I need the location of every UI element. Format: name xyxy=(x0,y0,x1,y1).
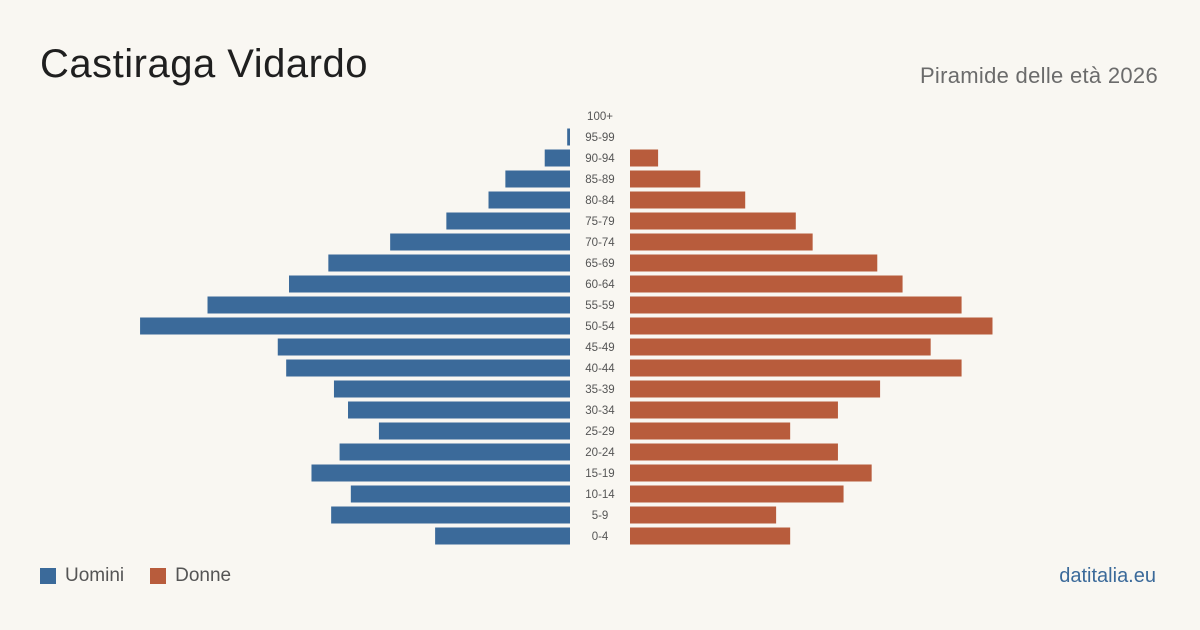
bar-men-80-84 xyxy=(488,191,570,209)
legend-item-women: Donne xyxy=(150,565,231,587)
age-label-90-94: 90-94 xyxy=(585,153,615,165)
bar-women-10-14 xyxy=(630,485,844,503)
bar-men-0-4 xyxy=(435,527,570,545)
bar-women-30-34 xyxy=(630,401,838,419)
bar-women-20-24 xyxy=(630,443,838,461)
bar-women-80-84 xyxy=(630,191,746,209)
bar-women-85-89 xyxy=(630,170,701,188)
age-label-35-39: 35-39 xyxy=(585,384,614,396)
age-label-20-24: 20-24 xyxy=(585,447,615,459)
bar-women-0-4 xyxy=(630,527,791,545)
legend-item-men: Uomini xyxy=(40,565,124,587)
bar-women-25-29 xyxy=(630,422,791,440)
source-link[interactable]: datitalia.eu xyxy=(1059,565,1156,587)
bar-men-45-49 xyxy=(277,338,570,356)
bar-women-65-69 xyxy=(630,254,878,272)
bar-women-5-9 xyxy=(630,506,777,524)
bar-women-70-74 xyxy=(630,233,813,251)
age-label-85-89: 85-89 xyxy=(585,174,614,186)
bar-women-60-64 xyxy=(630,275,903,293)
legend-label-women: Donne xyxy=(175,565,232,586)
bar-men-10-14 xyxy=(350,485,570,503)
bar-men-85-89 xyxy=(505,170,570,188)
bar-men-70-74 xyxy=(390,233,570,251)
age-label-50-54: 50-54 xyxy=(585,321,615,333)
bar-women-40-44 xyxy=(630,359,962,377)
age-label-45-49: 45-49 xyxy=(585,342,614,354)
age-label-75-79: 75-79 xyxy=(585,216,614,228)
bar-men-95-99 xyxy=(567,128,570,146)
bar-women-45-49 xyxy=(630,338,931,356)
bar-men-50-54 xyxy=(140,317,570,335)
bar-men-65-69 xyxy=(328,254,570,272)
chart-title: Castiraga Vidardo xyxy=(40,42,368,86)
legend-label-men: Uomini xyxy=(65,565,125,586)
bar-women-75-79 xyxy=(630,212,796,230)
legend-swatch-women xyxy=(150,568,167,584)
bar-men-40-44 xyxy=(286,359,570,377)
legend-swatch-men xyxy=(40,568,56,584)
age-label-5-9: 5-9 xyxy=(592,510,609,522)
bar-women-50-54 xyxy=(630,317,993,335)
age-label-40-44: 40-44 xyxy=(585,363,615,375)
age-label-80-84: 80-84 xyxy=(585,195,615,207)
bar-men-60-64 xyxy=(289,275,570,293)
age-label-60-64: 60-64 xyxy=(585,279,615,291)
age-label-65-69: 65-69 xyxy=(585,258,614,270)
bar-men-55-59 xyxy=(207,296,570,314)
bar-men-15-19 xyxy=(311,464,570,482)
bar-men-30-34 xyxy=(348,401,570,419)
bar-women-55-59 xyxy=(630,296,962,314)
bar-women-15-19 xyxy=(630,464,872,482)
age-label-55-59: 55-59 xyxy=(585,300,614,312)
bar-women-90-94 xyxy=(630,149,659,167)
chart-subtitle: Piramide delle età 2026 xyxy=(919,63,1158,88)
age-label-70-74: 70-74 xyxy=(585,237,615,249)
bar-women-35-39 xyxy=(630,380,881,398)
age-label-95-99: 95-99 xyxy=(585,132,614,144)
bar-men-25-29 xyxy=(378,422,570,440)
age-label-10-14: 10-14 xyxy=(585,489,615,501)
bar-men-75-79 xyxy=(446,212,570,230)
bar-men-35-39 xyxy=(333,380,570,398)
age-label-25-29: 25-29 xyxy=(585,426,614,438)
age-label-100+: 100+ xyxy=(587,111,613,123)
bar-men-20-24 xyxy=(339,443,570,461)
age-label-0-4: 0-4 xyxy=(592,531,609,543)
bar-men-90-94 xyxy=(544,149,570,167)
age-label-30-34: 30-34 xyxy=(585,405,615,417)
legend: Uomini Donne xyxy=(40,565,231,587)
age-label-15-19: 15-19 xyxy=(585,468,614,480)
bar-men-5-9 xyxy=(331,506,570,524)
